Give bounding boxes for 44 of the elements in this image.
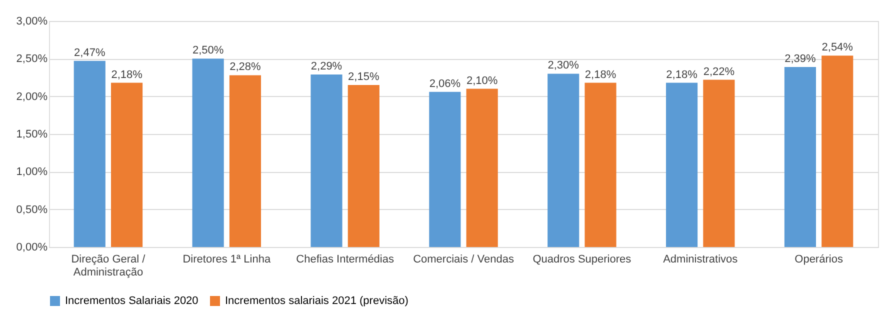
data-label: 2,28% <box>230 61 262 74</box>
bar <box>822 56 854 247</box>
y-tick-label: 0,00% <box>16 242 48 254</box>
bar <box>74 60 106 247</box>
data-label: 2,18% <box>584 68 616 81</box>
data-label: 2,47% <box>74 46 106 59</box>
data-label: 2,30% <box>548 60 580 72</box>
bar <box>548 74 580 247</box>
y-tick-label: 2,00% <box>16 90 48 103</box>
bar <box>466 88 498 247</box>
data-label: 2,39% <box>784 52 816 65</box>
bar <box>703 80 735 247</box>
data-label: 2,50% <box>192 44 224 57</box>
bar <box>666 82 698 247</box>
y-tick-label: 0,50% <box>16 204 48 216</box>
bar <box>229 75 262 247</box>
bar <box>348 85 380 247</box>
x-tick-label: Direção Geral / Administração <box>71 254 146 278</box>
x-tick-label: Quadros Superiores <box>532 254 632 266</box>
y-tick-label: 3,00% <box>16 16 48 28</box>
x-tick-label: Comerciais / Vendas <box>413 254 514 266</box>
bar <box>192 58 224 247</box>
bar <box>310 74 342 247</box>
x-tick-label: Chefias Intermédias <box>296 254 394 266</box>
bar <box>584 82 616 247</box>
data-label: 2,54% <box>822 42 854 54</box>
y-tick-label: 1,00% <box>16 166 48 178</box>
data-label: 2,18% <box>666 68 698 81</box>
x-tick-label: Operários <box>794 254 844 266</box>
bar <box>111 82 143 247</box>
data-label: 2,10% <box>466 74 498 87</box>
legend-label: Incrementos Salariais 2020 <box>65 295 198 307</box>
x-tick-label: Administrativos <box>663 254 738 266</box>
bar <box>429 92 461 247</box>
y-tick-label: 1,50% <box>16 128 48 140</box>
x-tick-label: Diretores 1ª Linha <box>182 254 272 266</box>
data-label: 2,18% <box>111 68 143 81</box>
y-tick-label: 2,50% <box>16 53 48 66</box>
data-label: 2,06% <box>429 78 461 90</box>
data-label: 2,15% <box>348 71 380 84</box>
data-label: 2,29% <box>310 60 342 72</box>
legend-label: Incrementos salariais 2021 (previsão) <box>225 295 408 307</box>
data-label: 2,22% <box>703 66 735 78</box>
bar <box>784 66 816 247</box>
